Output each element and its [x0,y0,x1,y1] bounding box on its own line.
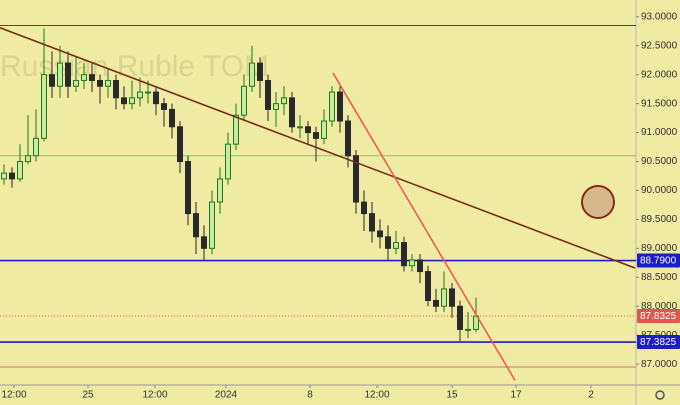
x-tick-label: 25 [82,390,94,401]
candle-body [449,288,455,307]
trend-line [332,72,516,381]
candle-body [41,74,47,139]
y-tick-label: 90.0000 [641,185,678,196]
y-tick-label: 89.0000 [641,243,678,254]
y-tick-label: 89.5000 [641,214,678,225]
y-tick-label: 90.5000 [641,156,678,167]
price-label: 88.7900 [640,256,677,267]
candle-body [297,126,303,129]
candle-body [169,108,175,128]
candle-body [105,79,111,87]
candle-body [1,172,7,180]
candle-body [137,91,143,99]
candle-body [257,62,263,81]
price-label: 87.8325 [640,311,677,322]
candle-body [441,288,447,307]
candle-body [17,161,23,180]
candle-body [121,97,127,105]
candle-body [425,271,431,301]
candle-body [393,242,399,249]
candle-body [433,299,439,307]
y-tick-label: 92.5000 [641,40,678,51]
candle-body [97,79,103,87]
candle-body [473,315,479,330]
candle-body [273,103,279,110]
candle-body [113,79,119,99]
x-tick-label: 12:00 [364,390,389,401]
x-tick-label: 12:00 [142,390,167,401]
marker-circle [581,185,615,219]
y-tick-label: 88.5000 [641,272,678,283]
price-label: 87.3825 [640,337,677,348]
candle-body [185,161,191,215]
candle-body [225,143,231,180]
candle-body [81,74,87,81]
candle-body [9,172,15,180]
candle-body [73,79,79,87]
y-tick-label: 91.5000 [641,98,678,109]
candle-body [57,62,63,87]
y-tick-label: 93.0000 [641,11,678,22]
candle-body [233,114,239,145]
candle-body [369,213,375,232]
x-tick-label: 2 [588,390,594,401]
candle-body [385,236,391,249]
candle-body [417,259,423,273]
candle-body [377,230,383,238]
candle-body [265,79,271,110]
candle-body [25,155,31,163]
candle-body [201,236,207,249]
candle-body [281,97,287,105]
candle-body [65,62,71,87]
candle-body [305,126,311,134]
x-tick-label: 12:00 [1,390,26,401]
trend-line [0,27,636,269]
candle-body [345,120,351,157]
price-label-box [637,253,680,268]
candle-body [145,91,151,94]
y-tick-label: 92.0000 [641,69,678,80]
x-tick-label: 2024 [215,390,238,401]
candle-body [289,97,295,128]
candle-body [129,97,135,105]
y-tick-label: 91.0000 [641,127,678,138]
x-tick-label: 8 [307,390,313,401]
settings-icon[interactable] [655,390,665,400]
candle-body [209,201,215,249]
price-label-box [637,308,680,323]
candle-body [353,155,359,203]
candle-body [329,91,335,122]
candle-body [241,85,247,116]
candle-body [465,328,471,331]
candle-body [457,305,463,330]
price-label-box [637,335,680,350]
x-tick-label: 17 [510,390,522,401]
candle-body [161,103,167,110]
candle-body [321,120,327,139]
candle-body [313,132,319,139]
candle-body [33,137,39,157]
y-tick-label: 87.0000 [641,359,678,370]
candle-body [401,242,407,267]
candle-body [337,91,343,122]
candle-body [49,74,55,87]
candle-body [249,62,255,87]
y-tick-label: 88.0000 [641,301,678,312]
candle-body [217,178,223,203]
candle-body [89,74,95,81]
candle-body [361,201,367,215]
candle-body [153,91,159,105]
candle-body [409,259,415,267]
x-tick-label: 15 [446,390,458,401]
candle-body [177,126,183,163]
candle-body [193,213,199,238]
